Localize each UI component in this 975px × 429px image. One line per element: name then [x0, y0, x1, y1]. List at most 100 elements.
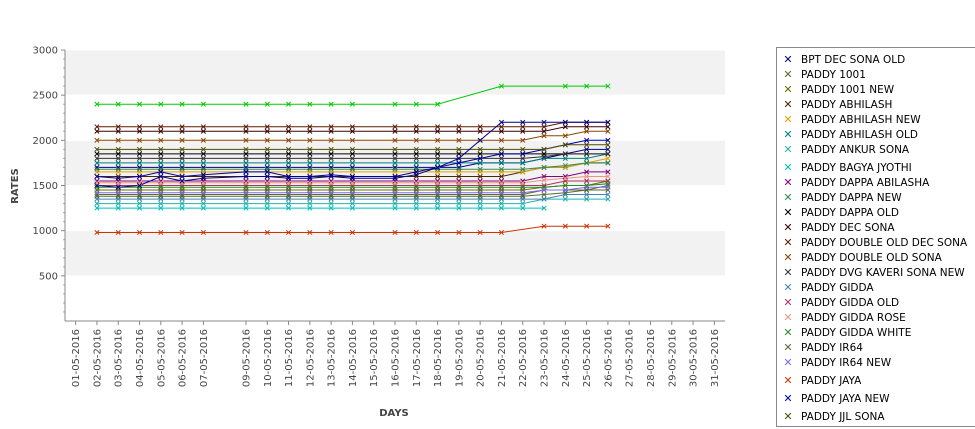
data-point	[435, 137, 441, 143]
data-point	[200, 101, 206, 107]
data-point	[285, 175, 292, 181]
data-point	[285, 205, 292, 211]
legend-marker-icon: ✕	[783, 176, 793, 189]
x-tick-label: 19-05-2016	[454, 329, 465, 387]
data-point	[520, 191, 526, 198]
data-point	[498, 184, 505, 190]
data-point	[136, 164, 143, 170]
data-point	[115, 184, 121, 190]
data-point	[498, 190, 505, 196]
data-point	[158, 155, 164, 161]
plot-band	[65, 275, 725, 321]
legend-marker-icon: ✕	[783, 281, 793, 294]
legend-label: PADDY 1001	[801, 69, 866, 81]
data-point	[243, 137, 249, 143]
data-point	[349, 190, 355, 196]
data-point	[584, 182, 590, 189]
x-tick-label: 23-05-2016	[540, 329, 551, 387]
data-point	[498, 155, 505, 161]
data-point	[413, 172, 419, 178]
y-tick-label: 2500	[33, 91, 58, 102]
x-tick-label: 03-05-2016	[114, 329, 125, 387]
data-point	[477, 151, 483, 157]
legend-item: ✕ PADDY JJL SONA	[781, 410, 884, 425]
data-point	[328, 172, 334, 178]
data-point	[243, 190, 249, 196]
data-point	[136, 101, 143, 107]
data-point	[413, 101, 419, 107]
data-point	[115, 180, 121, 186]
data-point	[498, 205, 505, 211]
data-point	[328, 166, 334, 172]
data-point	[413, 155, 419, 161]
data-point	[115, 166, 121, 172]
data-point	[179, 190, 185, 196]
data-point	[179, 124, 185, 130]
data-point	[477, 205, 483, 211]
x-tick-label: 27-05-2016	[625, 329, 636, 387]
data-point	[94, 101, 100, 107]
data-point	[307, 166, 313, 172]
data-point	[413, 124, 419, 130]
x-tick-label: 29-05-2016	[667, 329, 678, 387]
x-tick-label: 30-05-2016	[689, 329, 700, 387]
x-tick-label: 07-05-2016	[199, 329, 210, 387]
data-point	[498, 83, 505, 89]
legend-label: PADDY GIDDA ROSE	[801, 312, 906, 324]
data-point	[562, 196, 568, 202]
data-point	[328, 205, 334, 211]
data-point	[413, 180, 419, 186]
legend-item: ✕ PADDY JAYA NEW	[781, 392, 889, 407]
data-point	[179, 178, 185, 184]
axes	[61, 49, 725, 325]
legend-marker-icon: ✕	[783, 311, 793, 324]
data-point	[498, 166, 505, 172]
data-point	[328, 173, 334, 180]
legend-label: PADDY DOUBLE OLD SONA	[801, 252, 942, 264]
data-point	[605, 196, 611, 202]
legend-marker-icon: ✕	[783, 83, 793, 96]
data-point	[264, 164, 270, 170]
data-point	[435, 166, 441, 172]
data-point	[541, 133, 547, 139]
data-point	[136, 155, 143, 161]
x-axis-title: DAYS	[379, 408, 409, 419]
data-point	[179, 229, 185, 236]
data-point	[413, 146, 419, 152]
data-point	[328, 137, 334, 143]
data-point	[349, 184, 355, 190]
data-point	[456, 124, 462, 130]
data-point	[520, 151, 526, 157]
data-point	[498, 128, 505, 134]
data-point	[158, 205, 164, 211]
data-point	[456, 229, 462, 236]
legend-label: PADDY IR64	[801, 342, 863, 354]
data-point	[307, 146, 313, 152]
legend-item: ✕ PADDY IR64	[781, 341, 863, 356]
data-point	[158, 229, 164, 236]
data-point	[349, 164, 355, 170]
data-point	[328, 164, 334, 170]
data-point	[435, 160, 441, 166]
data-point	[307, 175, 313, 181]
data-point	[541, 119, 547, 125]
data-point	[562, 187, 568, 193]
data-point	[349, 128, 355, 134]
data-point	[136, 229, 143, 236]
data-point	[200, 173, 206, 180]
data-point	[349, 166, 355, 172]
data-point	[285, 166, 292, 172]
data-point	[498, 201, 505, 207]
data-point	[584, 119, 590, 125]
data-point	[584, 184, 590, 190]
data-point	[285, 137, 292, 143]
x-tick-label: 28-05-2016	[646, 329, 657, 387]
y-tick-label: 1500	[33, 181, 58, 192]
data-point	[243, 173, 249, 180]
data-point	[562, 142, 568, 148]
data-point	[413, 164, 419, 170]
data-point	[541, 164, 547, 170]
data-point	[243, 184, 249, 190]
legend-item: ✕ PADDY DAPPA ABILASHA	[781, 176, 929, 191]
data-point	[498, 160, 505, 166]
